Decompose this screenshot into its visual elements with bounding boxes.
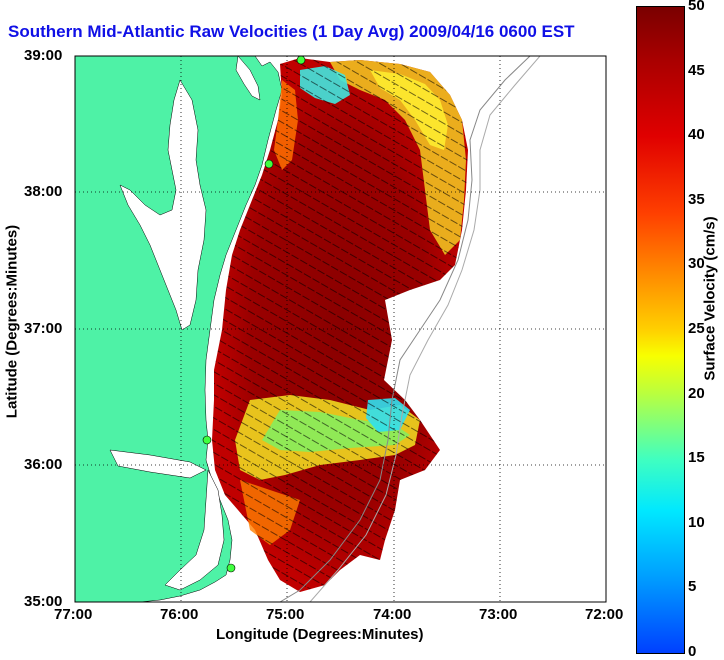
colorbar-tick-label: 40 <box>688 126 705 144</box>
grid-lines <box>75 56 606 602</box>
x-tick-label: 73:00 <box>479 606 518 623</box>
bathymetry-contour <box>279 56 531 602</box>
x-tick-label: 72:00 <box>585 606 624 623</box>
albemarle-sound <box>109 449 207 479</box>
y-tick-label: 39:00 <box>24 47 63 64</box>
colorbar-tick-label: 10 <box>688 513 705 531</box>
y-tick-label: 36:00 <box>24 456 63 473</box>
colorbar <box>636 6 685 654</box>
colorbar-tick-label: 30 <box>688 255 705 273</box>
map-title: Southern Mid-Atlantic Raw Velocities (1 … <box>8 22 575 41</box>
radar-site-marker <box>296 56 306 65</box>
colorbar-tick-label: 50 <box>688 0 705 14</box>
chesapeake-bay <box>119 79 207 331</box>
colorbar-tick-label: 15 <box>688 449 705 467</box>
radar-site-marker <box>202 435 212 445</box>
y-tick-label: 37:00 <box>24 320 63 337</box>
colorbar-tick-label: 20 <box>688 384 705 402</box>
x-tick-label: 77:00 <box>54 606 93 623</box>
x-tick-label: 74:00 <box>373 606 412 623</box>
plot-frame <box>74 55 607 603</box>
colorbar-tick-label: 0 <box>688 643 697 660</box>
y-tick-label: 35:00 <box>24 593 63 610</box>
radar-site-marker <box>264 159 274 169</box>
colorbar-label: Surface Velocity (cm/s) <box>701 216 719 381</box>
colorbar-tick-label: 35 <box>688 190 705 208</box>
x-tick-label: 75:00 <box>266 606 305 623</box>
bathymetry-contour-outer <box>309 56 541 602</box>
y-axis-label: Latitude (Degrees:Minutes) <box>3 224 21 419</box>
colorbar-tick-label: 5 <box>688 578 697 596</box>
x-axis-label: Longitude (Degrees:Minutes) <box>216 626 424 643</box>
colorbar-tick-label: 45 <box>688 61 705 79</box>
x-tick-label: 76:00 <box>160 606 199 623</box>
velocity-vectors <box>212 58 468 592</box>
delaware-bay <box>235 56 261 101</box>
y-tick-label: 38:00 <box>24 183 63 200</box>
colorbar-tick-label: 25 <box>688 320 705 337</box>
pamlico-sound <box>164 469 225 591</box>
radar-site-marker <box>226 563 236 573</box>
